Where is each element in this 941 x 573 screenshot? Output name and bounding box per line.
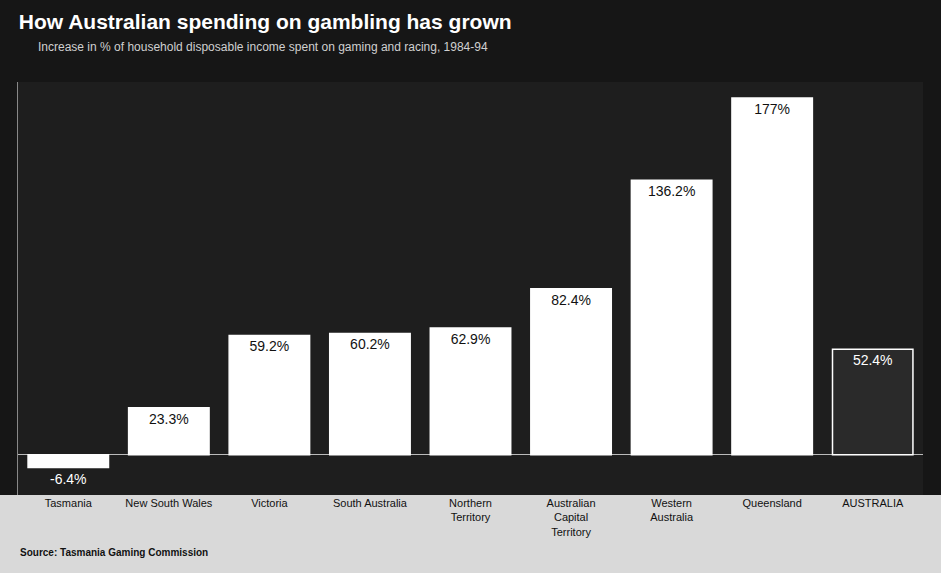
svg-text:-6.4%: -6.4% <box>50 471 87 487</box>
svg-text:Tasmania: Tasmania <box>45 497 93 509</box>
svg-text:23.3%: 23.3% <box>149 411 189 427</box>
svg-text:South Australia: South Australia <box>333 497 408 509</box>
svg-text:60.2%: 60.2% <box>350 336 390 352</box>
svg-text:How Australian spending on gam: How Australian spending on gambling has … <box>19 10 512 33</box>
svg-text:Queensland: Queensland <box>743 497 802 509</box>
svg-text:AUSTRALIA: AUSTRALIA <box>842 497 904 509</box>
svg-text:NorthernTerritory: NorthernTerritory <box>449 497 492 523</box>
svg-text:Victoria: Victoria <box>251 497 288 509</box>
svg-text:62.9%: 62.9% <box>451 331 491 347</box>
svg-text:AustralianCapitalTerritory: AustralianCapitalTerritory <box>547 497 596 538</box>
svg-text:52.4%: 52.4% <box>853 352 893 368</box>
svg-text:New South Wales: New South Wales <box>125 497 213 509</box>
svg-text:Source: Tasmania Gaming Commis: Source: Tasmania Gaming Commission <box>20 547 208 558</box>
svg-text:136.2%: 136.2% <box>648 183 695 199</box>
svg-text:82.4%: 82.4% <box>551 292 591 308</box>
svg-text:59.2%: 59.2% <box>250 338 290 354</box>
svg-text:WesternAustralia: WesternAustralia <box>650 497 694 523</box>
svg-text:177%: 177% <box>754 101 790 117</box>
svg-text:Increase in % of household dis: Increase in % of household disposable in… <box>38 40 488 54</box>
